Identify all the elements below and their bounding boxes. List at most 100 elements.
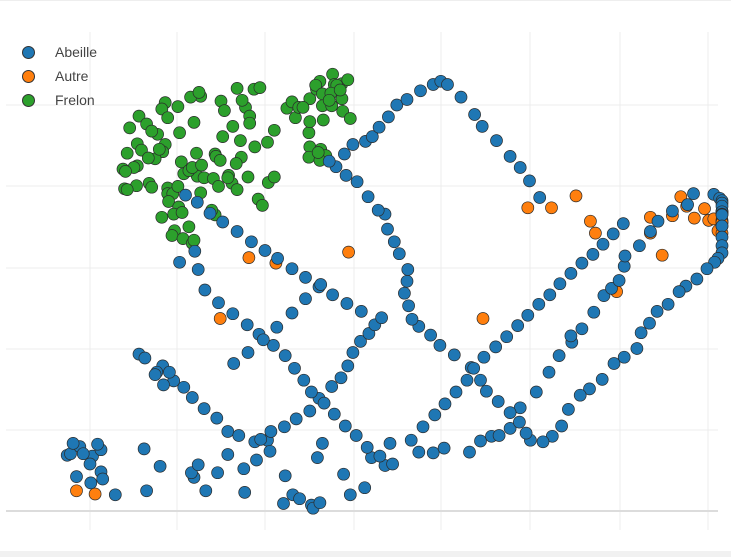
data-point-abeille[interactable] [305, 385, 318, 399]
data-point-abeille[interactable] [672, 285, 686, 298]
data-point-frelon[interactable] [123, 121, 137, 135]
data-point-abeille[interactable] [489, 340, 503, 354]
data-point-abeille[interactable] [232, 429, 246, 442]
data-point-abeille[interactable] [137, 442, 151, 456]
data-point-abeille[interactable] [84, 476, 98, 490]
data-point-abeille[interactable] [529, 385, 543, 399]
data-point-abeille[interactable] [552, 349, 566, 362]
data-point-abeille[interactable] [263, 444, 277, 458]
data-point-abeille[interactable] [270, 320, 284, 334]
data-point-frelon[interactable] [311, 146, 325, 159]
data-point-frelon[interactable] [161, 111, 175, 125]
data-point-frelon[interactable] [182, 220, 196, 234]
data-point-abeille[interactable] [334, 371, 348, 385]
data-point-abeille[interactable] [463, 445, 476, 459]
data-point-abeille[interactable] [513, 415, 526, 429]
data-point-abeille[interactable] [416, 420, 430, 434]
data-point-abeille[interactable] [543, 288, 557, 302]
data-point-autre[interactable] [589, 226, 602, 240]
data-point-frelon[interactable] [171, 180, 185, 193]
data-point-abeille[interactable] [264, 425, 278, 438]
data-point-frelon[interactable] [141, 151, 155, 165]
data-point-frelon[interactable] [162, 195, 175, 208]
data-point-abeille[interactable] [687, 187, 700, 200]
data-point-abeille[interactable] [203, 206, 217, 220]
data-point-abeille[interactable] [533, 191, 547, 204]
data-point-abeille[interactable] [633, 239, 646, 253]
data-point-abeille[interactable] [401, 263, 415, 276]
data-point-abeille[interactable] [681, 198, 694, 211]
data-point-abeille[interactable] [346, 138, 360, 151]
data-point-frelon[interactable] [213, 154, 227, 167]
data-point-abeille[interactable] [467, 361, 481, 375]
data-point-abeille[interactable] [477, 350, 491, 364]
data-point-abeille[interactable] [373, 449, 387, 463]
data-point-abeille[interactable] [271, 252, 284, 265]
data-point-abeille[interactable] [293, 492, 306, 506]
data-point-abeille[interactable] [278, 349, 292, 362]
data-point-abeille[interactable] [405, 312, 419, 326]
data-point-abeille[interactable] [317, 396, 331, 410]
data-point-abeille[interactable] [595, 373, 609, 386]
data-point-abeille[interactable] [564, 267, 578, 280]
data-point-frelon[interactable] [132, 109, 146, 123]
data-point-abeille[interactable] [316, 437, 329, 450]
data-point-abeille[interactable] [532, 297, 546, 311]
data-point-abeille[interactable] [460, 373, 474, 387]
data-point-frelon[interactable] [192, 86, 206, 99]
data-point-abeille[interactable] [173, 255, 186, 269]
data-point-frelon[interactable] [171, 100, 185, 113]
data-point-frelon[interactable] [253, 81, 267, 94]
data-point-abeille[interactable] [361, 190, 375, 204]
data-point-abeille[interactable] [386, 457, 399, 471]
data-point-abeille[interactable] [303, 404, 317, 418]
data-point-abeille[interactable] [360, 441, 374, 454]
data-point-autre[interactable] [521, 201, 535, 215]
data-point-abeille[interactable] [322, 154, 336, 168]
data-point-abeille[interactable] [503, 150, 517, 163]
data-point-abeille[interactable] [573, 388, 587, 402]
data-point-abeille[interactable] [474, 434, 487, 448]
data-point-abeille[interactable] [424, 328, 437, 342]
data-point-abeille[interactable] [523, 174, 536, 188]
data-point-abeille[interactable] [254, 433, 268, 446]
data-point-frelon[interactable] [303, 115, 317, 128]
data-point-abeille[interactable] [644, 225, 657, 238]
data-point-frelon[interactable] [152, 142, 166, 156]
data-point-abeille[interactable] [350, 175, 364, 189]
data-point-abeille[interactable] [651, 214, 665, 228]
data-point-abeille[interactable] [596, 237, 610, 251]
data-point-abeille[interactable] [191, 263, 205, 276]
data-point-abeille[interactable] [362, 327, 376, 340]
data-point-abeille[interactable] [492, 429, 506, 442]
data-point-abeille[interactable] [390, 98, 404, 112]
data-point-abeille[interactable] [289, 412, 303, 426]
data-point-abeille[interactable] [503, 422, 517, 435]
data-point-frelon[interactable] [165, 229, 179, 242]
data-point-frelon[interactable] [241, 170, 255, 184]
data-point-frelon[interactable] [343, 112, 357, 125]
data-point-abeille[interactable] [76, 447, 90, 461]
data-point-frelon[interactable] [120, 146, 134, 160]
data-point-abeille[interactable] [536, 435, 550, 449]
data-point-abeille[interactable] [555, 419, 568, 433]
data-point-abeille[interactable] [606, 227, 620, 241]
data-point-abeille[interactable] [198, 283, 212, 297]
data-point-abeille[interactable] [690, 272, 704, 286]
data-point-frelon[interactable] [174, 155, 188, 169]
data-point-abeille[interactable] [616, 217, 630, 230]
data-point-frelon[interactable] [322, 93, 336, 107]
data-point-autre[interactable] [88, 487, 102, 501]
data-point-autre[interactable] [655, 248, 669, 262]
data-point-abeille[interactable] [441, 78, 454, 91]
data-point-abeille[interactable] [91, 437, 104, 451]
data-point-abeille[interactable] [375, 311, 388, 325]
data-point-frelon[interactable] [235, 93, 249, 107]
data-point-abeille[interactable] [177, 380, 191, 394]
data-point-abeille[interactable] [454, 90, 468, 104]
data-point-frelon[interactable] [229, 157, 243, 170]
data-point-abeille[interactable] [449, 385, 463, 399]
data-point-frelon[interactable] [248, 140, 262, 154]
data-point-abeille[interactable] [163, 365, 176, 379]
data-point-abeille[interactable] [650, 305, 664, 318]
